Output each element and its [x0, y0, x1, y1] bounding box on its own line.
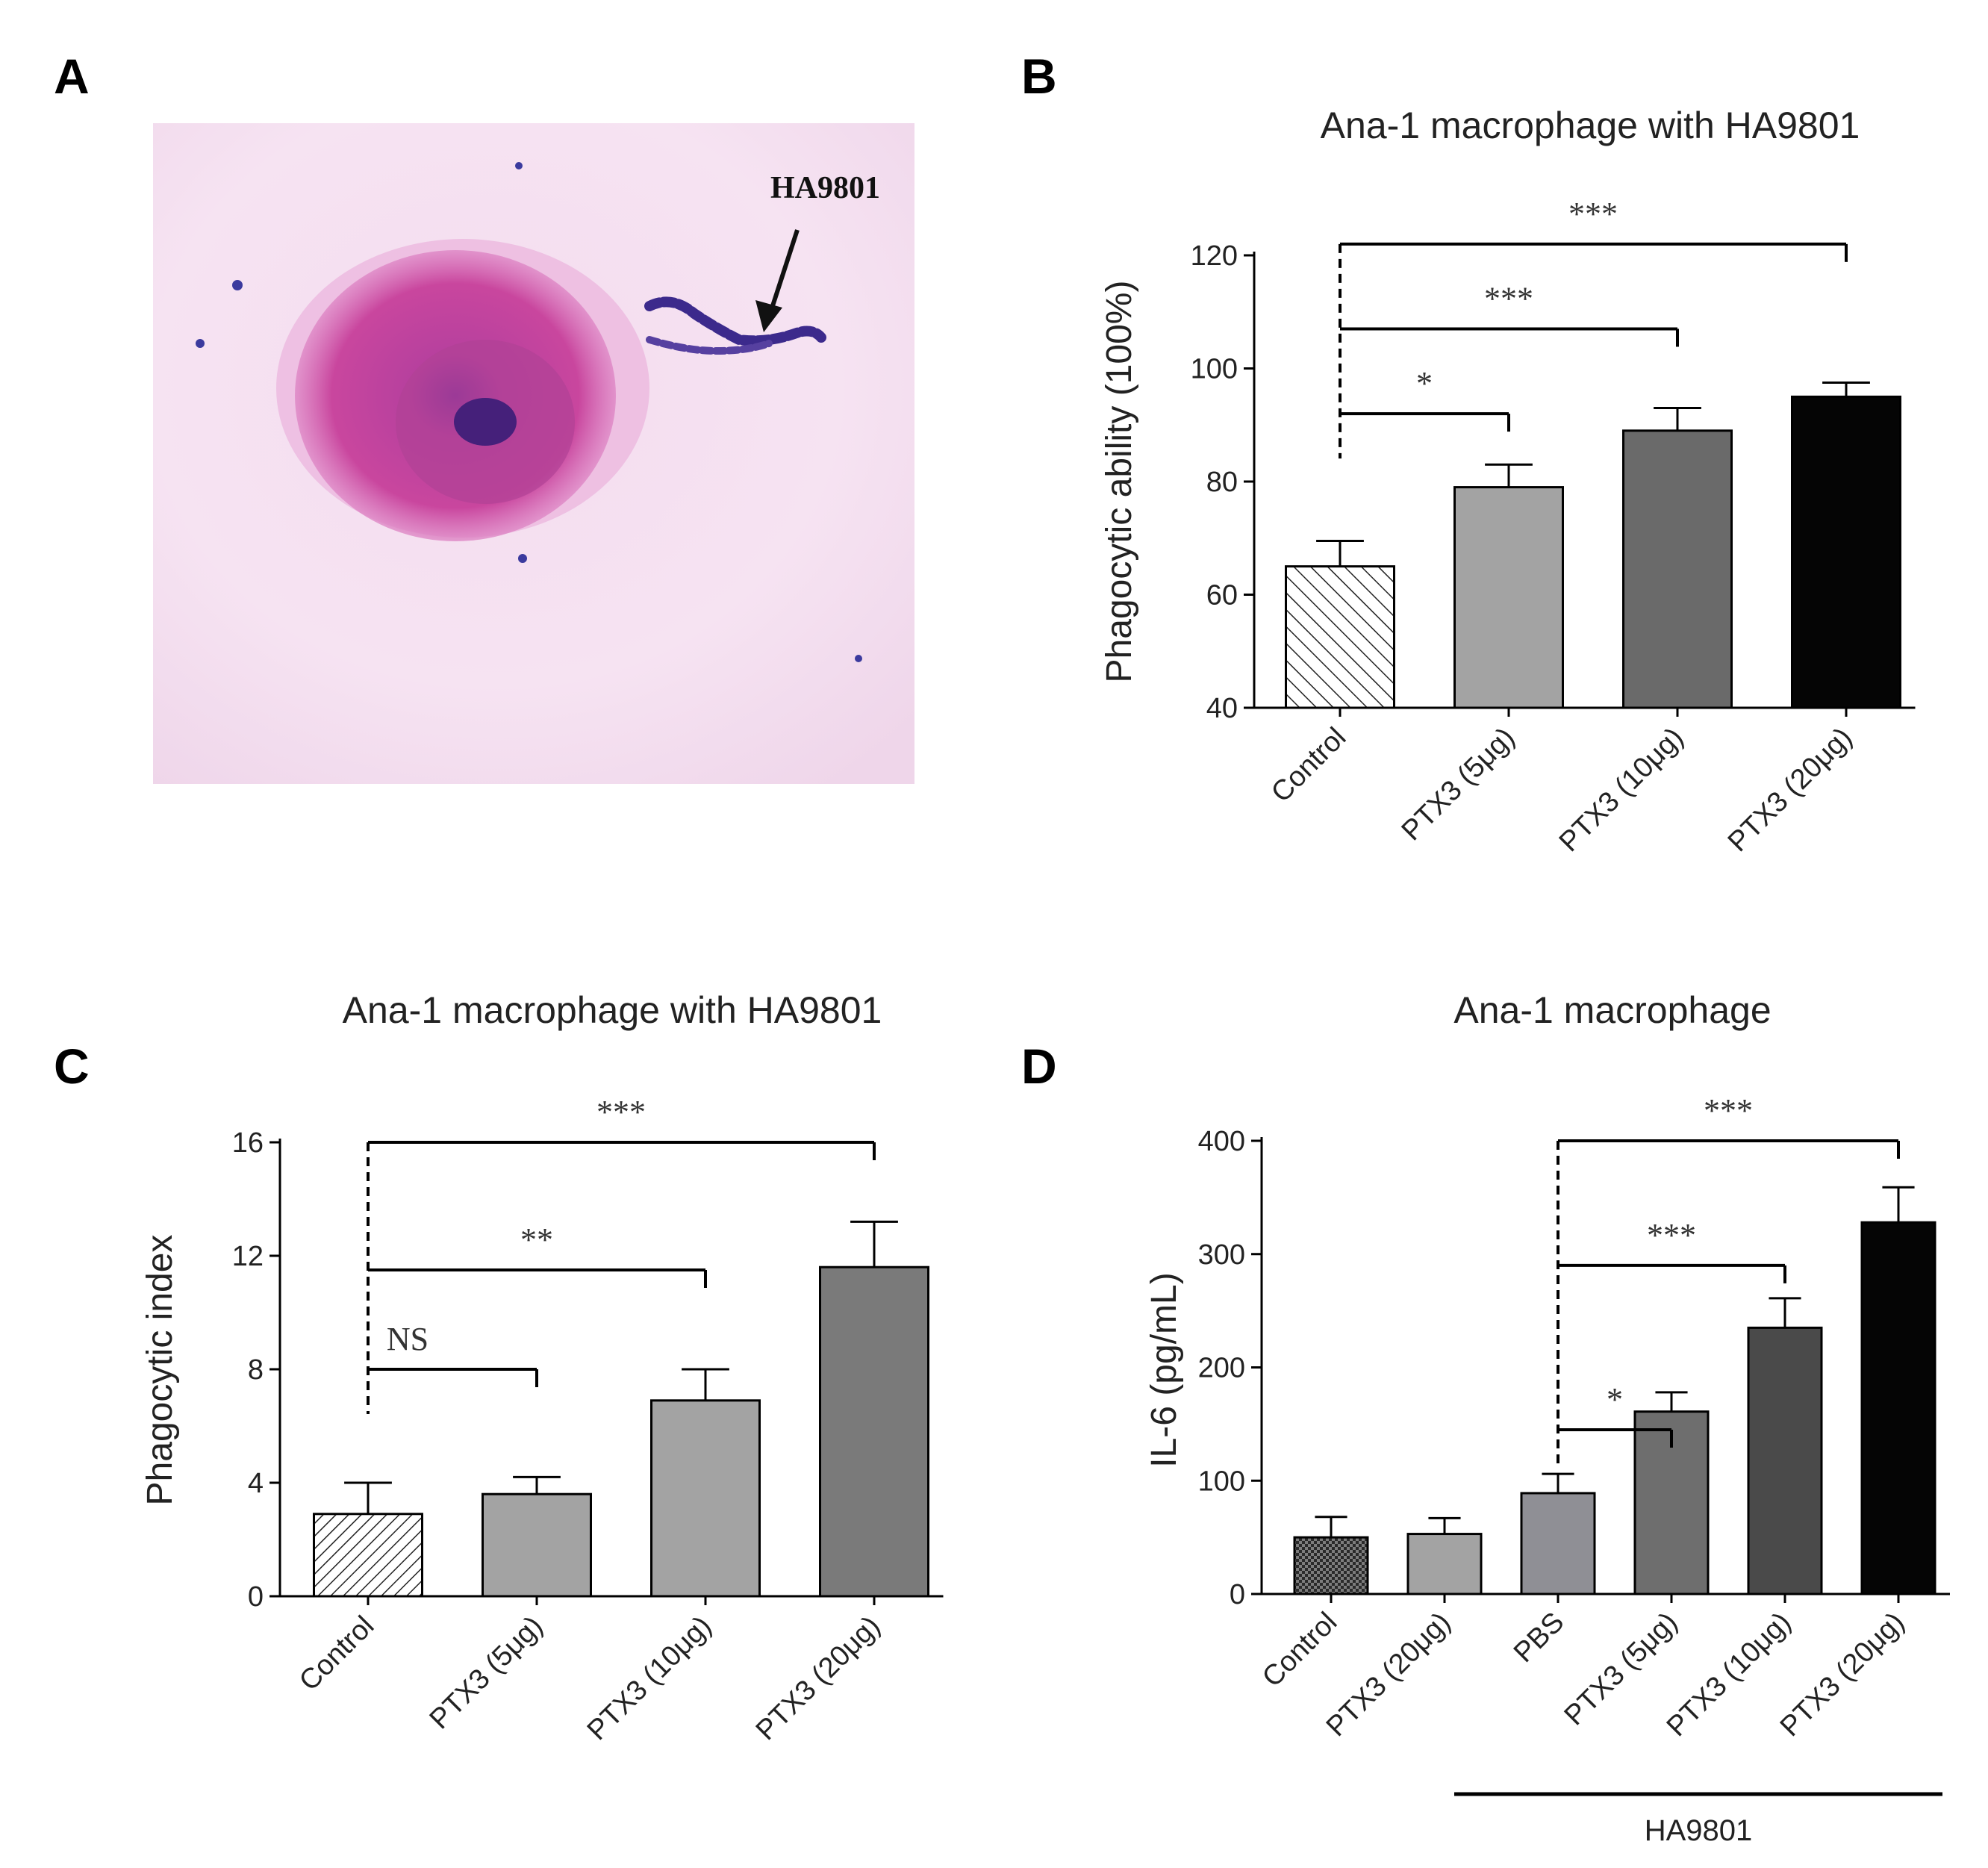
y-tick-label: 100	[1191, 354, 1238, 385]
bar	[1791, 395, 1901, 709]
bar	[1622, 429, 1733, 709]
y-tick-label: 100	[1198, 1466, 1245, 1497]
significance-label: ***	[1704, 1092, 1753, 1129]
bar	[1406, 1533, 1483, 1595]
y-tick-label: 40	[1206, 693, 1238, 724]
bar	[1520, 1492, 1596, 1595]
x-tick-label: PTX3 (10μg)	[582, 1610, 718, 1747]
y-tick-label: 60	[1206, 580, 1238, 611]
stain-speck	[196, 339, 205, 348]
x-tick-label: PTX3 (20μg)	[1722, 722, 1859, 859]
y-tick-label: 80	[1206, 467, 1238, 498]
y-tick-label: 300	[1198, 1239, 1245, 1271]
micrograph-arrowhead	[755, 300, 782, 332]
x-tick-label: PTX3 (10μg)	[1554, 722, 1690, 859]
panel-letter-b: B	[1021, 49, 1057, 104]
bar	[1285, 565, 1395, 709]
y-tick-label: 0	[1230, 1579, 1245, 1610]
x-tick-label: PTX3 (5μg)	[424, 1610, 549, 1736]
significance-label: **	[520, 1221, 553, 1258]
y-tick-label: 16	[232, 1127, 264, 1159]
x-tick-label: PTX3 (20μg)	[750, 1610, 887, 1747]
y-axis-label: IL-6 (pg/mL)	[1144, 1272, 1184, 1467]
panel-letter-c: C	[54, 1039, 90, 1094]
chart-d: Ana-1 macrophage IL-6 (pg/mL) 0 100 200 300 40…	[1144, 989, 1950, 1847]
x-tick-label: Control	[1256, 1607, 1343, 1693]
significance-label: *	[1607, 1381, 1623, 1418]
bar	[1747, 1326, 1823, 1595]
cell-nucleus	[454, 398, 517, 446]
x-tick-label: PBS	[1508, 1607, 1570, 1669]
x-tick-label: PTX3 (5μg)	[1396, 722, 1521, 847]
chart-title: Ana-1 macrophage with HA9801	[1321, 105, 1860, 146]
bar	[650, 1399, 761, 1598]
group-label: HA9801	[1645, 1814, 1753, 1847]
y-tick-label: 400	[1198, 1126, 1245, 1157]
y-tick-label: 4	[248, 1468, 264, 1499]
bar	[1293, 1536, 1369, 1595]
bar	[1453, 486, 1564, 709]
stain-speck	[515, 162, 523, 169]
chart-title: Ana-1 macrophage	[1453, 989, 1771, 1031]
x-tick-label: Control	[1265, 722, 1352, 809]
significance-label: *	[1416, 365, 1433, 402]
stain-speck	[518, 554, 527, 563]
y-axis-label: Phagocytic ability (100%)	[1100, 281, 1139, 683]
y-tick-label: 120	[1191, 240, 1238, 272]
y-tick-label: 12	[232, 1241, 264, 1272]
bar	[1860, 1221, 1936, 1595]
x-tick-label: Control	[293, 1610, 380, 1697]
micrograph-label: HA9801	[770, 171, 880, 205]
significance-label: ***	[1568, 196, 1618, 232]
chart-b: Ana-1 macrophage with HA9801 Phagocytic a…	[1100, 105, 1916, 858]
significance-label: NS	[387, 1321, 429, 1357]
bacteria-chain-2	[646, 336, 773, 355]
y-tick-label: 8	[248, 1354, 264, 1386]
x-tick-label: PTX3 (5μg)	[1559, 1607, 1684, 1732]
panel-letter-a: A	[54, 49, 90, 104]
stain-speck	[855, 655, 862, 662]
micrograph-panel: HA9801	[153, 123, 914, 784]
significance-label: ***	[1647, 1217, 1696, 1254]
y-tick-label: 200	[1198, 1353, 1245, 1384]
micrograph-arrow-shaft	[767, 229, 800, 318]
bar	[819, 1265, 929, 1598]
significance-label: ***	[1484, 280, 1533, 317]
significance-label: ***	[596, 1094, 646, 1130]
y-axis-label: Phagocytic index	[140, 1235, 180, 1506]
bar	[482, 1492, 592, 1598]
y-tick-label: 0	[248, 1581, 264, 1613]
bar	[313, 1513, 423, 1598]
chart-title: Ana-1 macrophage with HA9801	[343, 989, 882, 1031]
chart-c: Ana-1 macrophage with HA9801 Phagocytic i…	[140, 989, 944, 1746]
bacteria-chain	[644, 296, 826, 346]
stain-speck	[232, 280, 243, 290]
panel-letter-d: D	[1021, 1039, 1057, 1094]
